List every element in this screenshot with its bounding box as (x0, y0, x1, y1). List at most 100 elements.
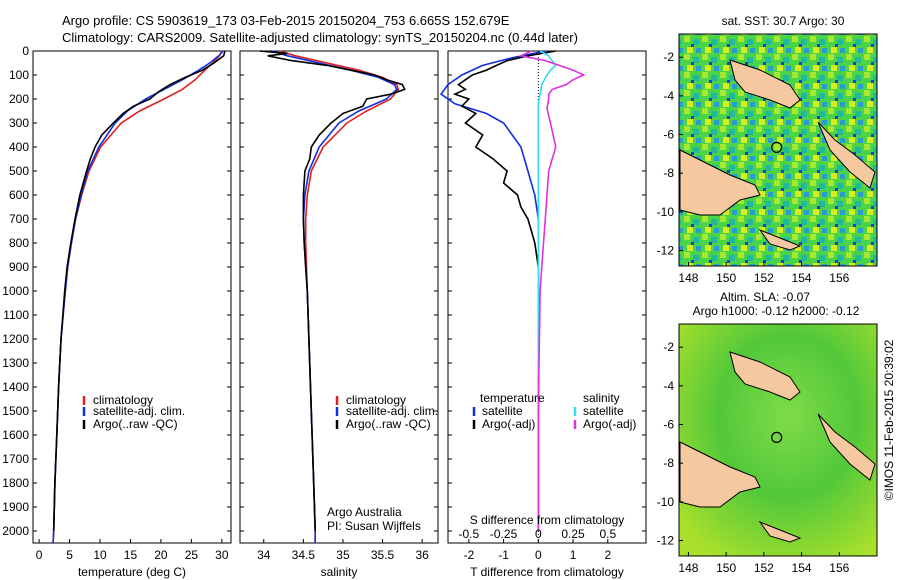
y-tick-label: 500 (9, 164, 29, 178)
y-tick-label: -6 (663, 128, 674, 142)
sla-map-axes: 148 150 152 154 156 -2 -4 -6 -8 -10 -12 (657, 340, 850, 575)
y-tick-label: 1200 (2, 332, 29, 346)
title-line-1: Argo profile: CS 5903619_173 03-Feb-2015… (62, 13, 510, 28)
sla-map-title: Altim. SLA: -0.07 (720, 290, 810, 304)
y-tick-label: 1800 (2, 476, 29, 490)
y-tick-label: 700 (9, 212, 29, 226)
legend-label-argo: Argo(..raw -QC) (93, 417, 178, 431)
land-bougainville (817, 413, 876, 481)
legend-label-satellite: satellite-adj. clim. (346, 404, 438, 418)
difference-top-xlabel: S difference from climatology (470, 513, 625, 527)
x-tick-label: 35 (336, 548, 350, 562)
y-tick-label: 1700 (2, 452, 29, 466)
series-line-argo-raw-qc- (259, 50, 406, 532)
y-tick-label: -2 (663, 340, 674, 354)
x-tick-label: 30 (215, 548, 229, 562)
salinity-difference-scale: -0.5 -0.25 0 0.25 0.5 (458, 527, 616, 541)
sst-map-axes: 148 150 152 154 156 -2 -4 -6 -8 -10 -12 (657, 50, 850, 285)
argo-position-marker (771, 431, 783, 443)
x-tick-label: 2 (604, 548, 611, 562)
top-tick-label: 0.5 (599, 527, 616, 541)
land-new-guinea (679, 149, 761, 216)
top-tick-label: -0.5 (458, 527, 479, 541)
temperature-plot-frame (32, 50, 232, 544)
sst-map-title: sat. SST: 30.7 Argo: 30 (722, 14, 845, 28)
legend-label-argo: Argo(..raw -QC) (346, 417, 431, 431)
y-tick-label: -8 (663, 166, 674, 180)
x-tick-label: 20 (154, 548, 168, 562)
sla-map-frame (678, 323, 878, 557)
x-tick-label: 36 (415, 548, 429, 562)
x-tick-label: 154 (792, 561, 812, 575)
sst-land (679, 59, 876, 251)
legend-label-t-argo: Argo(-adj) (482, 417, 535, 431)
land-bougainville (817, 121, 876, 189)
y-tick-label: -12 (657, 534, 675, 548)
x-tick-label: 154 (792, 271, 812, 285)
land-new-britain (729, 351, 801, 401)
y-tick-label: -10 (657, 495, 675, 509)
sst-map-panel: sat. SST: 30.7 Argo: 30 148 150 152 154 156 -… (657, 14, 878, 285)
y-tick-label: 1500 (2, 404, 29, 418)
difference-axes: -2 -1 0 1 2 (448, 50, 646, 562)
legend-label-climatology: climatology (346, 393, 406, 407)
title-line-2: Climatology: CARS2009. Satellite-adjuste… (62, 30, 578, 45)
argo-position-marker (771, 141, 783, 153)
x-tick-label: 150 (716, 271, 736, 285)
salinity-panel: 34 34.5 35 35.5 36 salinity climatology sate… (239, 50, 439, 579)
temperature-axes: 0 5 10 15 20 25 300100200300400500600700800900… (2, 44, 231, 562)
difference-xlabel: T difference from climatology (470, 565, 624, 579)
x-tick-label: 34.5 (292, 548, 316, 562)
y-tick-label: 600 (9, 188, 29, 202)
legend-label-t-satellite: satellite (482, 404, 523, 418)
y-tick-label: -6 (663, 418, 674, 432)
y-tick-label: -4 (663, 379, 674, 393)
y-tick-label: 400 (9, 140, 29, 154)
salinity-series (259, 50, 406, 543)
y-tick-label: 100 (9, 68, 29, 82)
salinity-plot-frame (239, 50, 439, 544)
x-tick-label: 152 (754, 561, 774, 575)
y-tick-label: -10 (657, 205, 675, 219)
x-tick-label: 148 (678, 271, 698, 285)
x-tick-label: 156 (829, 271, 849, 285)
difference-series (439, 50, 586, 531)
y-tick-label: 800 (9, 236, 29, 250)
land-islands (758, 228, 802, 251)
series-line-s-argo-adj- (518, 50, 586, 531)
legend-heading-temperature: temperature (480, 391, 545, 405)
y-tick-label: -12 (657, 244, 675, 258)
legend-label-satellite: satellite-adj. clim. (93, 404, 185, 418)
temperature-xlabel: temperature (deg C) (78, 565, 186, 579)
x-tick-label: 148 (678, 561, 698, 575)
y-tick-label: -2 (663, 50, 674, 64)
salinity-axes: 34 34.5 35 35.5 36 (240, 50, 438, 562)
difference-plot-frame (447, 50, 647, 544)
series-line-t-argo-adj- (452, 50, 556, 531)
y-tick-label: 1300 (2, 356, 29, 370)
x-tick-label: 152 (754, 271, 774, 285)
temperature-legend: climatology satellite-adj. clim. Argo(..… (82, 393, 185, 431)
salinity-legend: climatology satellite-adj. clim. Argo(..… (335, 393, 438, 431)
x-tick-label: -2 (464, 548, 475, 562)
legend-label-s-argo: Argo(-adj) (583, 417, 636, 431)
sla-map-panel: Altim. SLA: -0.07 Argo h1000: -0.12 h200… (657, 290, 878, 575)
y-tick-label: 2000 (2, 524, 29, 538)
x-tick-label: 150 (716, 561, 736, 575)
x-tick-label: 1 (570, 548, 577, 562)
sst-map-frame (678, 33, 878, 267)
x-tick-label: 15 (124, 548, 138, 562)
x-tick-label: 25 (185, 548, 199, 562)
legend-heading-salinity: salinity (583, 391, 620, 405)
sla-land (679, 351, 876, 543)
temperature-panel: 0 5 10 15 20 25 300100200300400500600700800900… (2, 44, 232, 579)
y-tick-label: 1400 (2, 380, 29, 394)
x-tick-label: 34 (257, 548, 271, 562)
imos-timestamp: ©IMOS 11-Feb-2015 20:39:02 (882, 339, 896, 500)
temperature-series (52, 50, 226, 544)
x-tick-label: 0 (535, 548, 542, 562)
y-tick-label: 300 (9, 116, 29, 130)
y-tick-label: 1000 (2, 284, 29, 298)
land-new-guinea (679, 441, 761, 508)
